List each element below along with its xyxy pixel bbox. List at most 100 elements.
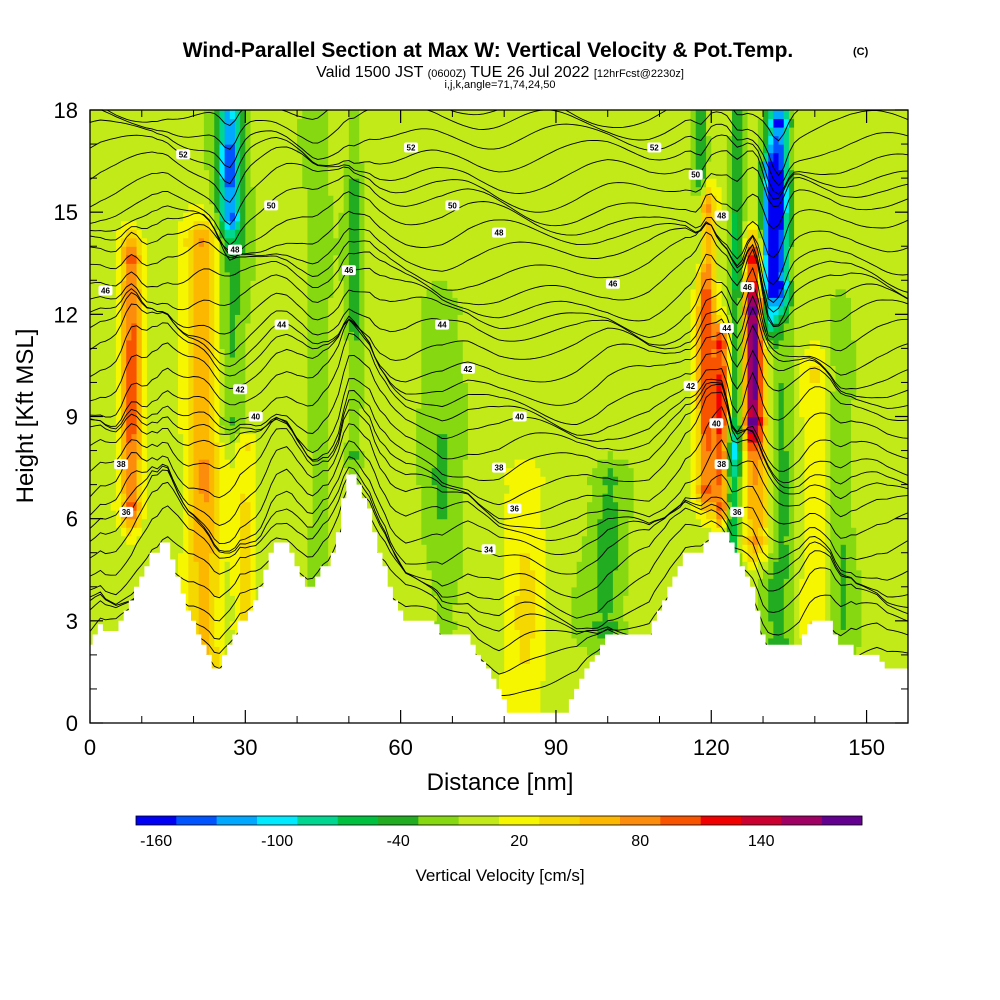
x-tick-label: 150	[848, 735, 885, 760]
velocity-cell	[219, 229, 226, 239]
velocity-cell	[851, 527, 857, 673]
velocity-cell	[136, 237, 143, 256]
colorbar-swatch	[660, 816, 701, 825]
velocity-cell	[809, 110, 816, 341]
velocity-cell	[297, 152, 303, 723]
velocity-cell	[711, 297, 718, 324]
velocity-cell	[664, 110, 671, 723]
velocity-cell	[643, 110, 650, 723]
velocity-cell	[178, 220, 184, 435]
velocity-cell	[105, 110, 112, 723]
colorbar-swatch	[418, 816, 459, 825]
subtitle-zulu: (0600Z)	[428, 68, 467, 80]
theta-contour-line	[90, 146, 908, 203]
velocity-cell	[700, 110, 707, 179]
colorbar-tick-label: 20	[510, 833, 528, 850]
velocity-cell	[747, 544, 754, 562]
velocity-cell	[229, 356, 236, 418]
velocity-cell	[757, 527, 764, 537]
velocity-cell	[752, 314, 759, 324]
velocity-cell	[752, 280, 759, 290]
velocity-cell	[405, 110, 412, 723]
velocity-cell	[131, 110, 138, 222]
velocity-cell	[514, 110, 521, 460]
velocity-cell	[234, 110, 241, 213]
velocity-cell	[550, 110, 557, 723]
velocity-cell	[695, 484, 702, 494]
velocity-cell	[359, 407, 365, 452]
velocity-cell	[592, 110, 598, 469]
velocity-cell	[752, 263, 759, 281]
colorbar-tick-label: -160	[140, 833, 172, 850]
velocity-cell	[136, 527, 143, 537]
velocity-cell	[597, 518, 604, 613]
contour-label-box	[740, 282, 755, 293]
velocity-cell	[669, 110, 676, 723]
contour-label-box	[445, 200, 460, 211]
x-tick-label: 90	[544, 735, 568, 760]
velocity-cell	[234, 442, 241, 647]
velocity-cell	[307, 110, 314, 452]
y-tick-label: 3	[66, 609, 78, 634]
velocity-cell	[700, 271, 707, 290]
velocity-cell	[126, 442, 133, 503]
velocity-cell	[628, 110, 635, 469]
velocity-cell	[695, 271, 702, 307]
velocity-cell	[788, 110, 795, 120]
velocity-cell	[773, 348, 780, 562]
theta-contour-line	[90, 266, 908, 339]
velocity-cell	[731, 110, 738, 213]
velocity-cell	[763, 288, 769, 298]
velocity-cell	[799, 356, 806, 418]
velocity-cell	[416, 407, 422, 486]
velocity-cell	[612, 501, 619, 571]
colorbar-swatch	[821, 816, 863, 825]
velocity-cell	[198, 493, 205, 690]
velocity-cell	[845, 297, 852, 682]
velocity-cell	[752, 246, 759, 256]
velocity-cell	[115, 229, 122, 528]
contour-label: 40	[251, 413, 260, 422]
velocity-cell	[224, 433, 231, 460]
velocity-cell	[623, 459, 630, 596]
velocity-cell	[514, 595, 521, 630]
velocity-cell	[819, 348, 826, 639]
velocity-cell	[219, 442, 226, 707]
velocity-cell	[354, 339, 360, 452]
velocity-cell	[768, 620, 774, 639]
velocity-cell	[711, 322, 718, 341]
velocity-cell	[752, 288, 759, 298]
contour-label-box	[688, 169, 703, 180]
velocity-cell	[240, 254, 246, 426]
velocity-cell	[234, 246, 241, 315]
colorbar-swatch	[781, 816, 822, 825]
velocity-cell	[711, 348, 718, 358]
velocity-cell	[851, 110, 857, 341]
colorbar-swatch	[579, 816, 621, 825]
y-tick-label: 15	[54, 200, 78, 225]
contour-label: 44	[722, 324, 731, 333]
velocity-cell	[783, 280, 790, 290]
velocity-cell	[768, 305, 774, 324]
velocity-cell	[675, 110, 681, 723]
velocity-cell	[121, 280, 127, 494]
velocity-cell	[307, 450, 314, 528]
velocity-cell	[540, 476, 547, 486]
velocity-cell	[462, 110, 469, 384]
velocity-cell	[706, 110, 712, 137]
contour-label: 34	[484, 545, 493, 554]
colorbar-tick-label: 140	[748, 833, 775, 850]
colorbar-swatch	[741, 816, 782, 825]
contour-label: 36	[733, 508, 742, 517]
velocity-cell	[234, 220, 241, 230]
velocity-cell	[198, 220, 205, 230]
velocity-cell	[348, 178, 355, 332]
velocity-cell	[126, 254, 133, 264]
velocity-cell	[245, 450, 252, 503]
velocity-cell	[126, 237, 133, 247]
velocity-cell	[742, 535, 749, 545]
velocity-cell	[219, 110, 226, 145]
colorbar-title: Vertical Velocity [cm/s]	[415, 866, 584, 885]
theta-contour-line	[90, 474, 908, 599]
chart-title: Wind-Parallel Section at Max W: Vertical…	[183, 39, 794, 62]
